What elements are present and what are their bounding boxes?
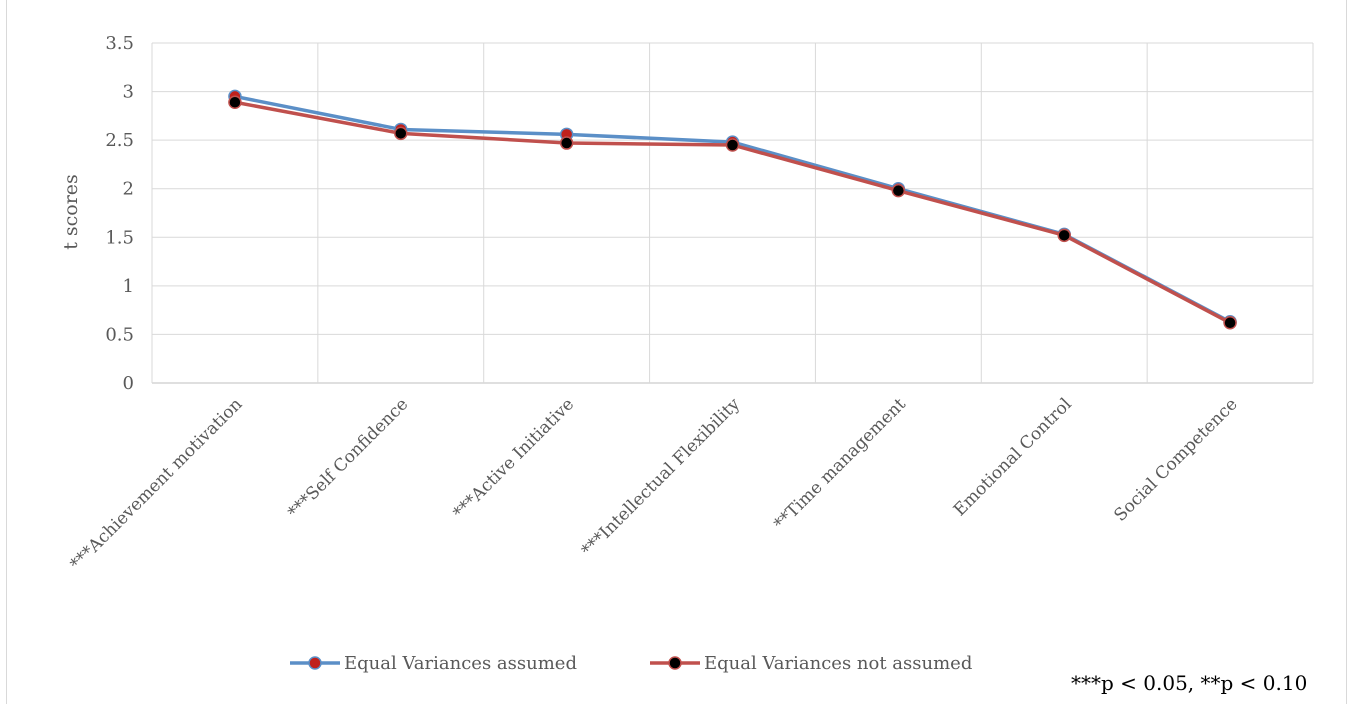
x-category-label: ***Active Initiative bbox=[449, 394, 578, 523]
data-point bbox=[1057, 228, 1071, 243]
x-category-label: **Time management bbox=[770, 394, 910, 534]
x-axis-categories: ***Achievement motivation ***Self Confide… bbox=[66, 394, 1241, 574]
data-point bbox=[725, 138, 740, 152]
significance-footnote: ***p < 0.05, **p < 0.10 bbox=[1071, 671, 1307, 695]
legend-label: Equal Variances assumed bbox=[344, 653, 577, 674]
legend-marker bbox=[668, 656, 682, 670]
data-point bbox=[1223, 316, 1237, 330]
x-category-label: Emotional Control bbox=[950, 394, 1076, 520]
x-category-label: ***Intellectual Flexibility bbox=[578, 394, 745, 561]
data-point bbox=[891, 183, 906, 198]
series bbox=[228, 89, 1237, 330]
y-tick-label: 1 bbox=[123, 276, 134, 297]
grid bbox=[151, 42, 1314, 384]
series-line bbox=[234, 100, 1231, 325]
y-tick-label: 2.5 bbox=[105, 130, 134, 151]
x-category-label: ***Self Confidence bbox=[284, 394, 412, 522]
y-tick-label: 2 bbox=[123, 179, 134, 200]
series-2 bbox=[228, 95, 1237, 330]
y-tick-label: 0 bbox=[123, 373, 134, 394]
x-category-label: ***Achievement motivation bbox=[66, 394, 246, 574]
data-point bbox=[559, 136, 574, 150]
legend-item: Equal Variances not assumed bbox=[650, 653, 972, 674]
x-category-label: Social Competence bbox=[1110, 394, 1241, 525]
legend-item: Equal Variances assumed bbox=[290, 653, 577, 674]
y-tick-label: 3 bbox=[123, 82, 134, 103]
y-tick-label: 1.5 bbox=[105, 227, 134, 248]
y-axis-ticks: 0 0.5 1 1.5 2 2.5 3 3.5 bbox=[105, 33, 134, 394]
data-point bbox=[394, 126, 408, 141]
legend-label: Equal Variances not assumed bbox=[704, 653, 972, 674]
legend: Equal Variances assumed Equal Variances n… bbox=[290, 653, 972, 674]
series-1 bbox=[228, 89, 1237, 329]
chart-svg: 0 0.5 1 1.5 2 2.5 3 3.5 ***Achievement motivati… bbox=[60, 33, 1314, 695]
y-axis-title: t scores bbox=[60, 174, 82, 250]
legend-marker bbox=[308, 656, 322, 670]
data-point bbox=[228, 95, 242, 110]
y-tick-label: 0.5 bbox=[105, 324, 134, 345]
line-chart: 0 0.5 1 1.5 2 2.5 3 3.5 ***Achievement motivati… bbox=[6, 0, 1347, 704]
y-tick-label: 3.5 bbox=[105, 33, 134, 54]
